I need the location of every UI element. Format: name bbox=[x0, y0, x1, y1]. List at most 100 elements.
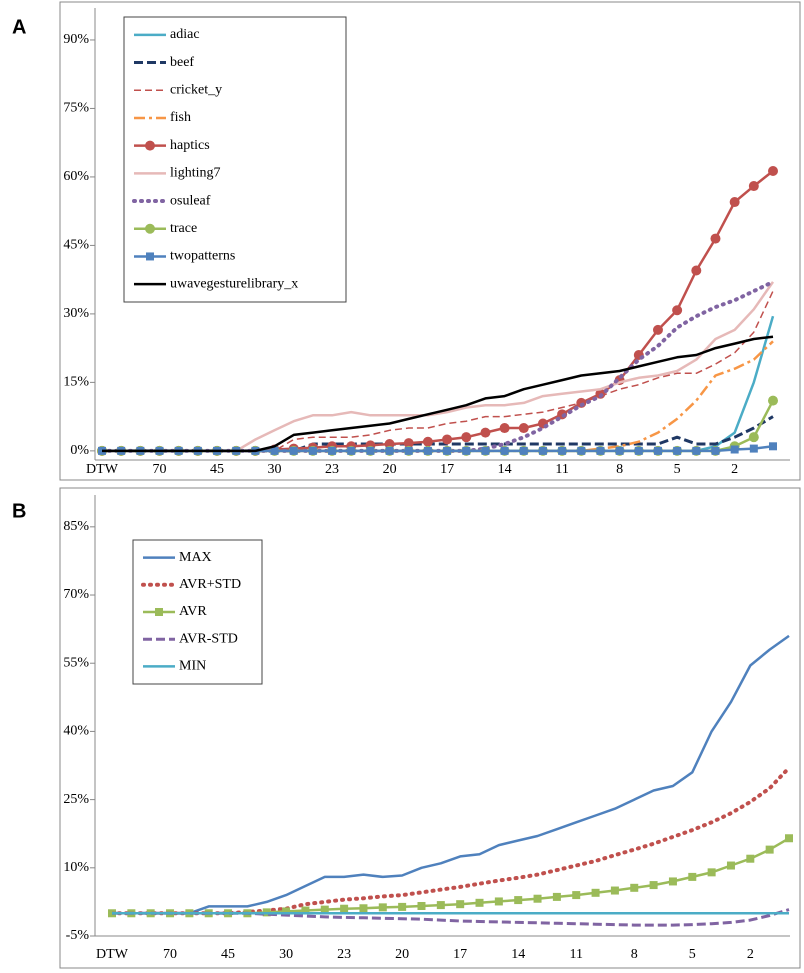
x-tick-label: 20 bbox=[383, 462, 397, 477]
series-line bbox=[112, 634, 790, 915]
x-tick-label: 30 bbox=[279, 947, 293, 962]
x-tick-label: 70 bbox=[163, 947, 177, 962]
data-point bbox=[443, 446, 452, 455]
data-point bbox=[552, 892, 561, 901]
data-point bbox=[519, 446, 528, 455]
x-tick-label: 17 bbox=[453, 947, 467, 962]
legend-marker bbox=[145, 223, 155, 234]
legend-label: AVR-STD bbox=[179, 631, 238, 646]
x-tick-label: 17 bbox=[440, 462, 454, 477]
legend-marker bbox=[146, 252, 154, 261]
data-point bbox=[558, 446, 567, 455]
y-tick-label: 70% bbox=[63, 587, 89, 602]
x-tick-label: 11 bbox=[569, 947, 582, 962]
data-point bbox=[765, 845, 774, 854]
legend-label: trace bbox=[170, 221, 197, 236]
data-point bbox=[308, 446, 317, 455]
x-tick-label: 23 bbox=[337, 947, 351, 962]
data-point bbox=[270, 446, 279, 455]
data-point bbox=[481, 446, 490, 455]
data-point bbox=[688, 872, 697, 881]
data-point bbox=[668, 877, 677, 886]
data-point bbox=[456, 900, 465, 909]
x-tick-label: 14 bbox=[511, 947, 525, 962]
data-point bbox=[749, 444, 758, 453]
data-point bbox=[404, 446, 413, 455]
y-tick-label: 25% bbox=[63, 792, 89, 807]
data-point bbox=[301, 906, 310, 915]
legend-box bbox=[123, 16, 347, 303]
legend-label: MAX bbox=[179, 550, 212, 565]
data-point bbox=[634, 446, 643, 455]
y-tick-label: 0% bbox=[70, 443, 89, 458]
data-point bbox=[320, 905, 329, 914]
x-tick-label: 5 bbox=[674, 462, 681, 477]
y-tick-label: 90% bbox=[63, 32, 89, 47]
data-point bbox=[366, 446, 375, 455]
x-tick-label: 2 bbox=[731, 462, 738, 477]
data-point bbox=[385, 446, 394, 455]
data-point bbox=[347, 446, 356, 455]
data-point bbox=[359, 904, 368, 913]
data-point bbox=[591, 888, 600, 897]
y-tick-label: 60% bbox=[63, 169, 89, 184]
data-point bbox=[403, 438, 414, 449]
data-point bbox=[746, 854, 755, 863]
y-tick-label: -5% bbox=[66, 928, 90, 943]
legend-label: AVR bbox=[179, 604, 207, 619]
data-point bbox=[711, 446, 720, 455]
x-tick-label: 11 bbox=[555, 462, 568, 477]
data-point bbox=[729, 197, 740, 208]
data-point bbox=[282, 907, 291, 916]
data-point bbox=[577, 446, 586, 455]
data-point bbox=[652, 324, 663, 335]
data-point bbox=[500, 446, 509, 455]
legend-label: lighting7 bbox=[170, 166, 221, 181]
data-point bbox=[462, 446, 471, 455]
x-tick-label: 23 bbox=[325, 462, 339, 477]
data-point bbox=[475, 898, 484, 907]
data-point bbox=[422, 436, 433, 447]
data-point bbox=[596, 446, 605, 455]
data-point bbox=[630, 883, 639, 892]
data-point bbox=[691, 265, 702, 276]
legend-label: haptics bbox=[170, 138, 210, 153]
legend-label: MIN bbox=[179, 659, 206, 674]
x-tick-label: 20 bbox=[395, 947, 409, 962]
y-tick-label: 85% bbox=[63, 519, 89, 534]
data-point bbox=[499, 423, 510, 434]
data-point bbox=[494, 897, 503, 906]
data-point bbox=[533, 894, 542, 903]
data-point bbox=[768, 165, 778, 176]
data-point bbox=[538, 446, 547, 455]
data-point bbox=[653, 446, 662, 455]
legend-label: osuleaf bbox=[170, 193, 211, 208]
y-tick-label: 40% bbox=[63, 724, 89, 739]
data-point bbox=[378, 903, 387, 912]
x-tick-label: 2 bbox=[747, 947, 754, 962]
legend-label: cricket_y bbox=[170, 82, 222, 97]
legend-marker bbox=[155, 608, 163, 616]
data-point bbox=[692, 446, 701, 455]
data-point bbox=[649, 881, 658, 890]
x-tick-label: DTW bbox=[96, 947, 129, 962]
data-point bbox=[514, 896, 523, 905]
data-point bbox=[423, 446, 432, 455]
y-tick-label: 75% bbox=[63, 101, 89, 116]
panel-label: A bbox=[12, 16, 26, 38]
y-tick-label: 10% bbox=[63, 860, 89, 875]
data-point bbox=[769, 442, 777, 451]
series-line bbox=[102, 335, 774, 453]
data-point bbox=[726, 861, 735, 870]
y-tick-label: 30% bbox=[63, 306, 89, 321]
y-tick-label: 15% bbox=[63, 375, 89, 390]
data-point bbox=[785, 834, 793, 843]
data-point bbox=[384, 439, 395, 450]
y-tick-label: 55% bbox=[63, 655, 89, 670]
data-point bbox=[480, 427, 491, 438]
legend-label: uwavegesturelibrary_x bbox=[170, 276, 298, 291]
x-tick-label: DTW bbox=[86, 462, 119, 477]
data-point bbox=[672, 305, 683, 316]
legend-marker bbox=[145, 140, 155, 151]
